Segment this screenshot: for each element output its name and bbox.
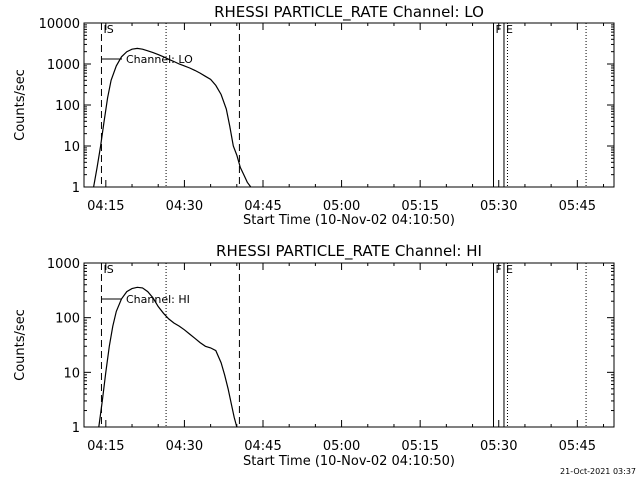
legend-label: Channel: HI: [126, 293, 190, 306]
y-tick-label: 1000: [47, 257, 80, 272]
y-tick-label: 10: [63, 366, 80, 381]
y-tick-label: 10: [63, 140, 80, 155]
x-tick-label: 04:15: [87, 199, 124, 214]
x-tick-label: 04:45: [244, 199, 281, 214]
y-tick-label: 100: [55, 312, 80, 327]
footer-timestamp: 21-Oct-2021 03:37: [560, 467, 636, 476]
x-axis-label: Start Time (10-Nov-02 04:10:50): [243, 213, 455, 228]
x-tick-label: 05:30: [480, 199, 517, 214]
event-marker-label: IS: [103, 23, 113, 36]
event-marker-label: E: [506, 23, 513, 36]
x-axis-label: Start Time (10-Nov-02 04:10:50): [243, 454, 455, 469]
x-tick-label: 05:15: [401, 439, 438, 454]
x-tick-label: 04:30: [166, 199, 203, 214]
event-marker-label: F: [496, 263, 502, 276]
y-tick-label: 1: [72, 421, 80, 436]
chart-title: RHESSI PARTICLE_RATE Channel: HI: [216, 242, 482, 261]
x-tick-label: 04:30: [166, 439, 203, 454]
y-tick-label: 100: [55, 99, 80, 114]
y-tick-label: 1000: [47, 58, 80, 73]
chart-title: RHESSI PARTICLE_RATE Channel: LO: [214, 3, 484, 22]
x-tick-label: 04:45: [244, 439, 281, 454]
legend-label: Channel: LO: [126, 53, 193, 66]
x-tick-label: 05:00: [323, 439, 360, 454]
x-tick-label: 05:15: [401, 199, 438, 214]
x-tick-label: 05:45: [559, 199, 596, 214]
event-marker-label: E: [506, 263, 513, 276]
plot-frame: [83, 22, 615, 188]
plot-frame: [83, 262, 615, 428]
series-line: [93, 47, 252, 188]
x-tick-label: 05:30: [480, 439, 517, 454]
y-tick-label: 1: [72, 181, 80, 196]
event-marker-label: F: [496, 23, 502, 36]
x-tick-label: 05:00: [323, 199, 360, 214]
series-line: [98, 286, 238, 428]
y-tick-label: 10000: [39, 17, 80, 32]
event-marker-label: IS: [103, 263, 113, 276]
x-tick-label: 04:15: [87, 439, 124, 454]
y-axis-label: Counts/sec: [13, 309, 28, 381]
x-tick-label: 05:45: [559, 439, 596, 454]
y-axis-label: Counts/sec: [13, 69, 28, 141]
